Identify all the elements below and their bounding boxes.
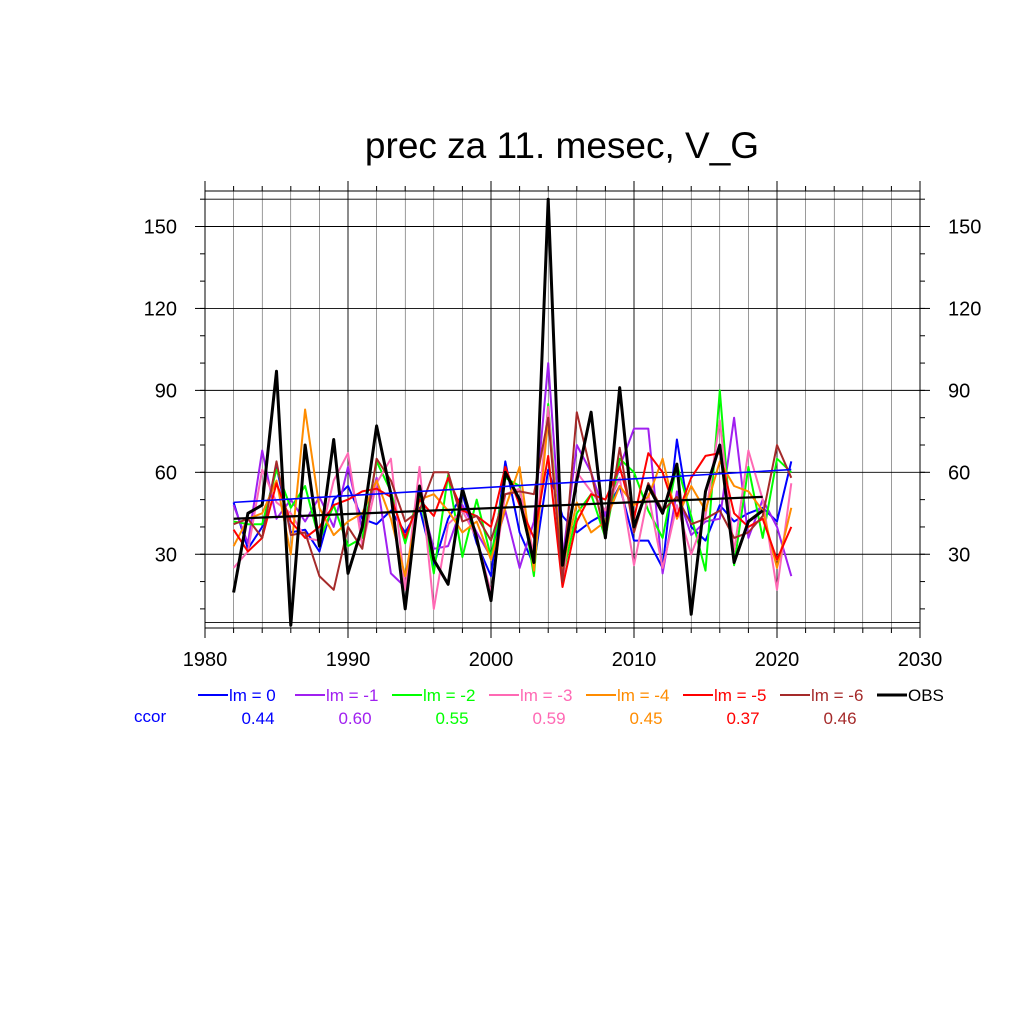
- legend-label: lm = 0: [229, 686, 276, 705]
- y-tick-label-right: 120: [948, 298, 981, 320]
- y-tick-label-left: 60: [155, 462, 177, 484]
- series-line-lm-3: [232, 405, 793, 610]
- x-tick-label: 2000: [469, 649, 514, 671]
- series-line-lm-6: [233, 411, 793, 591]
- ccor-value: 0.46: [823, 709, 856, 728]
- x-tick-label: 1980: [183, 649, 228, 671]
- legend-label: lm = -3: [520, 686, 572, 705]
- legend-label: lm = -5: [714, 686, 766, 705]
- y-tick-label-left: 30: [155, 544, 177, 566]
- y-tick-label-left: 120: [144, 298, 177, 320]
- legend: lm = 0 0.44 lm = -1 0.60 lm = -2 0.55 lm = -3 0…: [134, 686, 944, 728]
- trend-line-obs: [233, 495, 763, 520]
- legend-label: lm = -6: [811, 686, 863, 705]
- series-lines: [232, 197, 793, 627]
- legend-label: lm = -4: [617, 686, 669, 705]
- legend-label: lm = -1: [326, 686, 378, 705]
- ccor-value: 0.37: [726, 709, 759, 728]
- plot-frame: [204, 190, 921, 629]
- trend-line-lm-0: [233, 468, 792, 504]
- ccor-value: 0.59: [532, 709, 565, 728]
- y-tick-label-right: 90: [948, 380, 970, 402]
- ccor-value: 0.45: [629, 709, 662, 728]
- x-tick-label: 2020: [755, 649, 800, 671]
- grid: [205, 191, 920, 628]
- y-tick-label-left: 150: [144, 217, 177, 239]
- y-tick-label-right: 30: [948, 544, 970, 566]
- x-tick-label: 2010: [612, 649, 657, 671]
- y-tick-label-right: 150: [948, 217, 981, 239]
- ccor-label: ccor: [134, 707, 166, 726]
- ccor-value: 0.60: [338, 709, 371, 728]
- y-tick-label-left: 90: [155, 380, 177, 402]
- x-tick-label: 2030: [898, 649, 943, 671]
- axes: 30 30 60 60 90 90 120 120 150 150 1980 1990 2000 2010…: [144, 181, 981, 671]
- ccor-value: 0.55: [435, 709, 468, 728]
- legend-label: OBS: [908, 686, 944, 705]
- chart-title: prec za 11. mesec, V_G: [365, 125, 759, 166]
- y-tick-label-right: 60: [948, 462, 970, 484]
- x-tick-label: 1990: [326, 649, 371, 671]
- ccor-value: 0.44: [241, 709, 274, 728]
- series-line-obs: [232, 197, 764, 627]
- legend-label: lm = -2: [423, 686, 475, 705]
